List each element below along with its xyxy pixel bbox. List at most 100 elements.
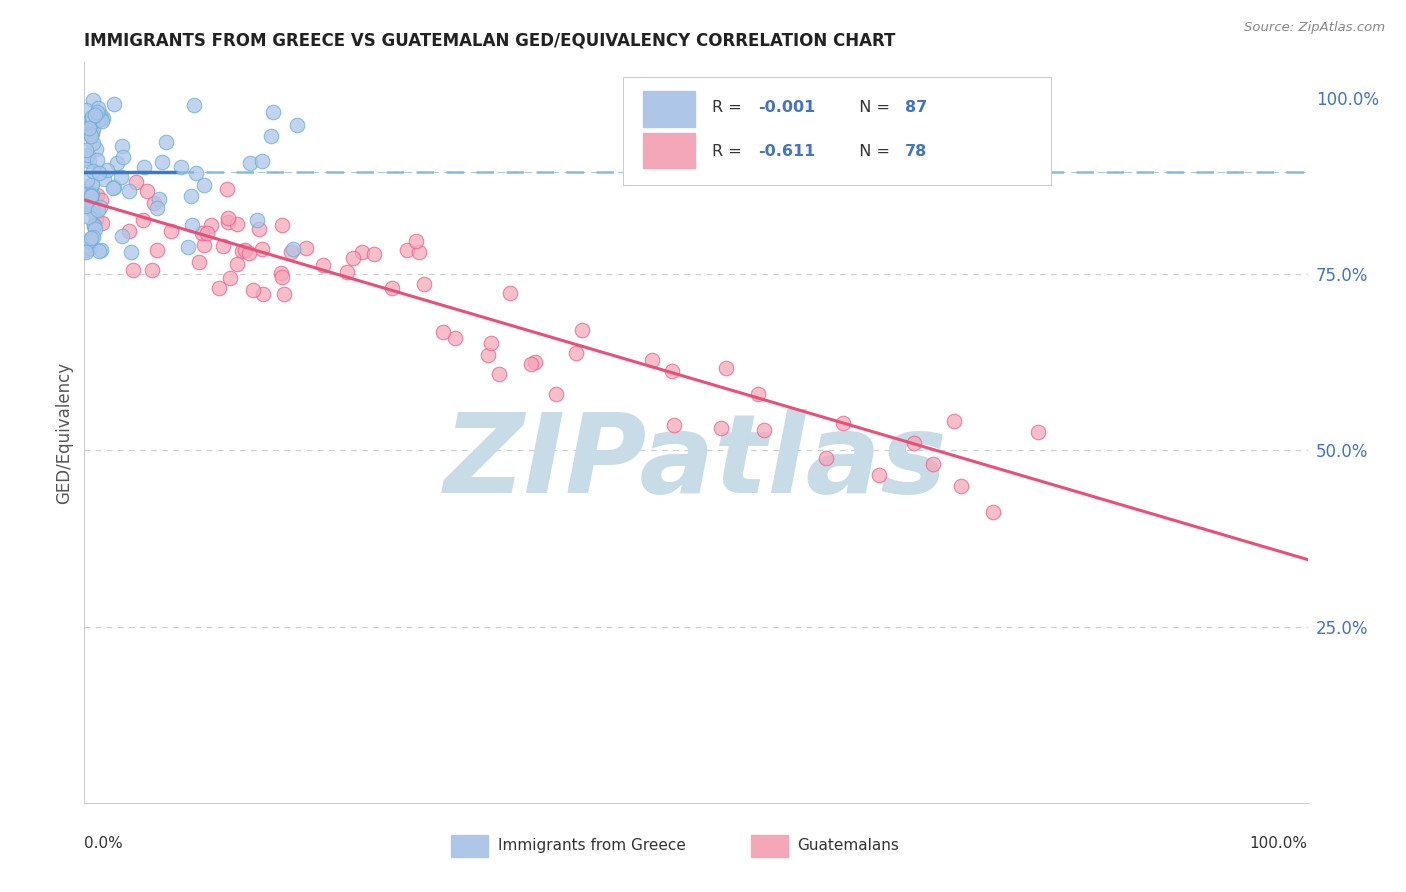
Point — [312, 258, 335, 272]
Point — [225, 217, 247, 231]
Point — [82, 164, 104, 178]
Point — [405, 235, 427, 249]
Point — [80, 129, 103, 144]
Point — [195, 226, 218, 240]
Point — [273, 286, 295, 301]
Point — [217, 215, 239, 229]
Point — [921, 457, 943, 471]
Point — [77, 121, 100, 136]
Point — [242, 283, 264, 297]
Point — [111, 138, 134, 153]
Point — [82, 229, 104, 244]
Point — [252, 287, 274, 301]
Point — [180, 188, 202, 202]
Point — [270, 270, 292, 285]
Point — [110, 169, 132, 184]
Point — [295, 241, 318, 255]
Point — [170, 161, 193, 175]
Point — [336, 265, 359, 279]
Point — [80, 115, 103, 129]
Point — [754, 423, 776, 437]
Point — [77, 210, 100, 224]
Point — [83, 222, 105, 236]
Point — [121, 262, 143, 277]
Point — [571, 323, 593, 337]
Point — [118, 223, 141, 237]
Point — [80, 195, 103, 210]
Point — [664, 418, 686, 433]
Point — [87, 202, 110, 217]
Point — [91, 216, 114, 230]
Point — [82, 126, 104, 140]
Point — [82, 122, 104, 136]
Point — [90, 244, 112, 258]
Text: R =: R = — [711, 100, 747, 115]
Point — [82, 203, 104, 218]
Point — [217, 211, 239, 225]
Point — [89, 200, 111, 214]
Point — [488, 367, 510, 381]
Point — [141, 263, 163, 277]
Point — [565, 345, 588, 359]
Point — [285, 118, 308, 132]
Point — [546, 386, 568, 401]
Point — [983, 505, 1005, 519]
Point — [413, 277, 436, 291]
Point — [80, 178, 103, 192]
Point — [79, 241, 101, 255]
Point — [80, 186, 103, 201]
Point — [79, 197, 101, 211]
Point — [80, 202, 103, 216]
Point — [239, 156, 262, 170]
Point — [75, 199, 97, 213]
Point — [520, 357, 543, 371]
Text: Source: ZipAtlas.com: Source: ZipAtlas.com — [1244, 21, 1385, 34]
Point — [89, 244, 111, 258]
Point — [352, 245, 374, 260]
Point — [186, 166, 208, 180]
Point — [193, 178, 215, 193]
Point — [84, 108, 107, 122]
Point — [84, 211, 107, 226]
Point — [246, 213, 269, 227]
Point — [75, 186, 97, 200]
Point — [499, 286, 522, 301]
Point — [83, 219, 105, 233]
Point — [714, 360, 737, 375]
Text: -0.611: -0.611 — [758, 144, 815, 159]
Point — [86, 104, 108, 119]
Point — [75, 116, 97, 130]
Point — [238, 245, 260, 260]
Point — [77, 153, 100, 168]
Point — [250, 154, 273, 169]
Point — [444, 331, 467, 345]
Point — [363, 247, 385, 261]
Bar — [751, 835, 787, 857]
Point — [87, 113, 110, 128]
Point — [869, 468, 891, 483]
Point — [903, 435, 925, 450]
Point — [79, 233, 101, 247]
Point — [75, 243, 97, 257]
Y-axis label: GED/Equivalency: GED/Equivalency — [55, 361, 73, 504]
Point — [76, 148, 98, 162]
Point — [125, 175, 148, 189]
Point — [132, 213, 155, 227]
Point — [200, 218, 222, 232]
Text: -0.001: -0.001 — [758, 100, 815, 115]
Point — [136, 184, 159, 198]
Point — [90, 193, 112, 207]
Point — [103, 97, 125, 112]
Point — [187, 254, 209, 268]
Point — [77, 122, 100, 136]
Text: 87: 87 — [905, 100, 928, 115]
Point — [80, 189, 103, 203]
Point — [832, 416, 855, 430]
Point — [193, 237, 215, 252]
Point — [710, 421, 733, 435]
Point — [814, 450, 837, 465]
Point — [177, 239, 200, 253]
Bar — [451, 835, 488, 857]
Point — [79, 128, 101, 142]
Point — [84, 143, 107, 157]
